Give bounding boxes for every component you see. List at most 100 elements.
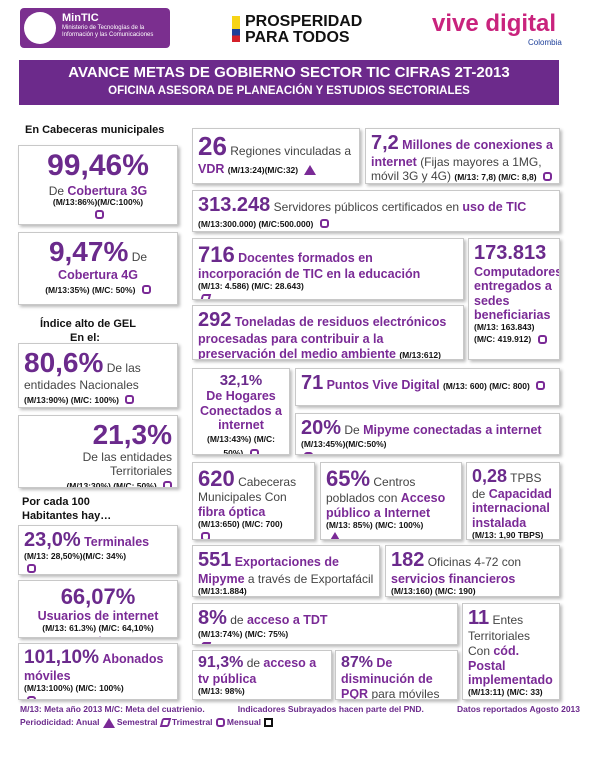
figure: 80,6%: [24, 347, 104, 378]
indicator-text: Oficinas 4-72 con: [427, 555, 522, 569]
indicator-text: servicios financieros: [391, 572, 516, 586]
figure: 313.248: [198, 194, 271, 216]
figure: 0,28: [472, 466, 508, 486]
figure: 65%: [326, 466, 371, 491]
figure: 71: [301, 372, 324, 394]
indicator-text: De las: [106, 361, 141, 375]
indicator-text: (M/13:30%) (M/C: 50%): [66, 480, 157, 488]
indicator-text: De: [48, 183, 65, 198]
periodicity-icon: [27, 564, 36, 574]
indicator-text: (M/13: 600) (M/C: 800): [442, 381, 530, 391]
indicator-card: 26 Regiones vinculadas a VDR (M/13:24)(M…: [192, 128, 360, 184]
brand-logo: vive digital: [432, 10, 557, 37]
indicator-text: entidades Nacionales: [24, 378, 139, 393]
indicator-card: 87% De disminución de PQR para móviles: [335, 650, 458, 700]
periodicity-icon: [199, 642, 212, 644]
periodicity-icon: [249, 448, 259, 454]
indicator-card: 716 Docentes formados en incorporación d…: [192, 238, 464, 300]
flag: [232, 16, 240, 42]
periodicity-icon: [329, 532, 341, 539]
figure: 91,3%: [198, 654, 244, 671]
indicator-text: (M/13: 61.3%) (M/C: 64,10%): [42, 623, 154, 634]
ministry-name: MinTIC: [62, 12, 99, 24]
legend-label: Mensual: [226, 717, 261, 727]
figure: 32,1%: [219, 372, 263, 389]
indicator-text: De las entidades Territoriales: [82, 450, 172, 478]
indicator-text: acceso a TDT: [246, 613, 328, 627]
prosperity-logo: PROSPERIDAD PARA TODOS: [245, 13, 363, 46]
indicator-text: Mipyme conectadas a internet: [363, 423, 542, 437]
indicator-text: uso de TIC: [462, 200, 527, 214]
indicator-card: 32,1% De Hogares Conectados a internet (…: [192, 368, 290, 455]
legend-icon: [215, 718, 225, 728]
indicator-text: (M/13:43%) (M/C: 50%): [206, 434, 275, 455]
indicator-card: 8% de acceso a TDT (M/13:74%) (M/C: 75%): [192, 603, 458, 645]
indicator-text: Cobertura 3G: [67, 183, 148, 198]
indicator-card: 71 Puntos Vive Digital (M/13: 600) (M/C:…: [295, 368, 560, 406]
indicator-text: (M/13: 28,50%)(M/C: 34%): [24, 551, 127, 561]
footer-note: Datos reportados Agosto 2013: [457, 704, 580, 714]
indicator-text: (M/13:86%)(M/C:100%): [52, 197, 144, 208]
indicator-card: 9,47% De Cobertura 4G (M/13:35%) (M/C: 5…: [18, 232, 178, 305]
indicator-text: (M/13: 1,90 TBPS) (M/C: 4 TBPS): [472, 530, 544, 540]
indicator-card: 101,10% Abonados móviles (M/13:100%) (M/…: [18, 643, 178, 700]
indicator-text: Cabeceras Municipales Con: [198, 475, 297, 505]
indicator-text: Centros poblados con: [326, 475, 416, 506]
indicator-card: 11 Entes Territoriales Con cód. Postal i…: [462, 603, 560, 700]
section-label: Habitantes hay…: [22, 510, 112, 522]
legend-label: Semestral: [116, 717, 158, 727]
legend-title: Periodicidad:: [20, 717, 74, 727]
indicator-text: para móviles: [371, 687, 440, 700]
periodicity-icon: [27, 695, 36, 699]
emblem: [24, 12, 56, 44]
indicator-text: (M/13: 7,8) (M/C: 8,8): [454, 171, 537, 182]
subtitle: OFICINA ASESORA DE PLANEACIÓN Y ESTUDIOS…: [108, 85, 470, 97]
indicator-text: cód. Postal implementado: [468, 643, 553, 688]
indicator-card: 182 Oficinas 4-72 con servicios financie…: [385, 545, 560, 597]
figure: 11: [468, 607, 490, 629]
periodicity-icon: [95, 210, 104, 220]
section-label: Por cada 100: [22, 496, 90, 508]
figure: 23,0%: [24, 529, 81, 551]
indicator-text: VDR: [198, 161, 225, 176]
indicator-card: 0,28 TPBS de Capacidad internacional ins…: [466, 462, 560, 540]
figure: 620: [198, 466, 235, 491]
indicator-card: 66,07% Usuarios de internet (M/13: 61.3%…: [18, 580, 178, 638]
figure: 21,3%: [92, 419, 172, 450]
legend-icon: [102, 717, 115, 728]
indicator-text: Toneladas de residuos electrónicos proce…: [198, 315, 447, 360]
indicator-text: Docentes formados en incorporación de TI…: [198, 251, 421, 282]
figure: 7,2: [371, 132, 399, 154]
indicator-text: (M/13:650) (M/C: 700): [198, 518, 283, 529]
indicator-text: Cobertura 4G: [58, 268, 138, 283]
indicator-card: 173.813 Computadores entregados a sedes …: [468, 238, 560, 360]
legend-icon: [263, 718, 273, 728]
figure: 66,07%: [60, 584, 136, 609]
indicator-card: 7,2 Millones de conexiones a internet (F…: [365, 128, 560, 184]
indicator-card: 91,3% de acceso a tv pública (M/13: 98%)…: [192, 650, 332, 700]
periodicity-icon: [319, 219, 329, 229]
indicator-text: de: [246, 656, 261, 670]
indicator-card: 292 Toneladas de residuos electrónicos p…: [192, 305, 464, 360]
figure: 99,46%: [47, 149, 149, 182]
indicator-text: Regiones vinculadas a: [230, 144, 352, 158]
indicator-card: 551 Exportaciones de Mipyme a través de …: [192, 545, 380, 597]
indicator-card: 620 Cabeceras Municipales Con fibra ópti…: [192, 462, 315, 540]
indicator-text: (M/13:100%) (M/C: 100%): [24, 682, 124, 693]
indicator-text: Usuarios de internet: [37, 609, 159, 624]
brand-country: Colombia: [528, 38, 562, 47]
figure: 101,10%: [24, 647, 100, 668]
footer-notes: M/13: Meta año 2013 M/C: Meta del cuatri…: [20, 704, 580, 714]
indicator-text: Computadores entregados a sedes benefici…: [474, 265, 560, 323]
indicator-text: (M/13:45%)(M/C:50%): [301, 439, 387, 449]
indicator-text: (Fijas mayores a 1MG, móvil 3G y 4G): [371, 155, 542, 183]
indicator-text: (M/13:160) (M/C: 190): [391, 585, 476, 596]
footer: M/13: Meta año 2013 M/C: Meta del cuatri…: [20, 704, 580, 728]
indicator-text: De Hogares Conectados a internet: [200, 389, 282, 432]
indicator-card: 23,0% Terminales (M/13: 28,50%)(M/C: 34%…: [18, 525, 178, 575]
indicator-card: 65% Centros poblados con Acceso público …: [320, 462, 462, 540]
indicator-text: Exportaciones de Mipyme: [198, 555, 339, 586]
indicator-text: (M/13:11) (M/C: 33): [468, 687, 543, 698]
indicator-text: (M/13:35%) (M/C: 50%): [45, 284, 136, 295]
